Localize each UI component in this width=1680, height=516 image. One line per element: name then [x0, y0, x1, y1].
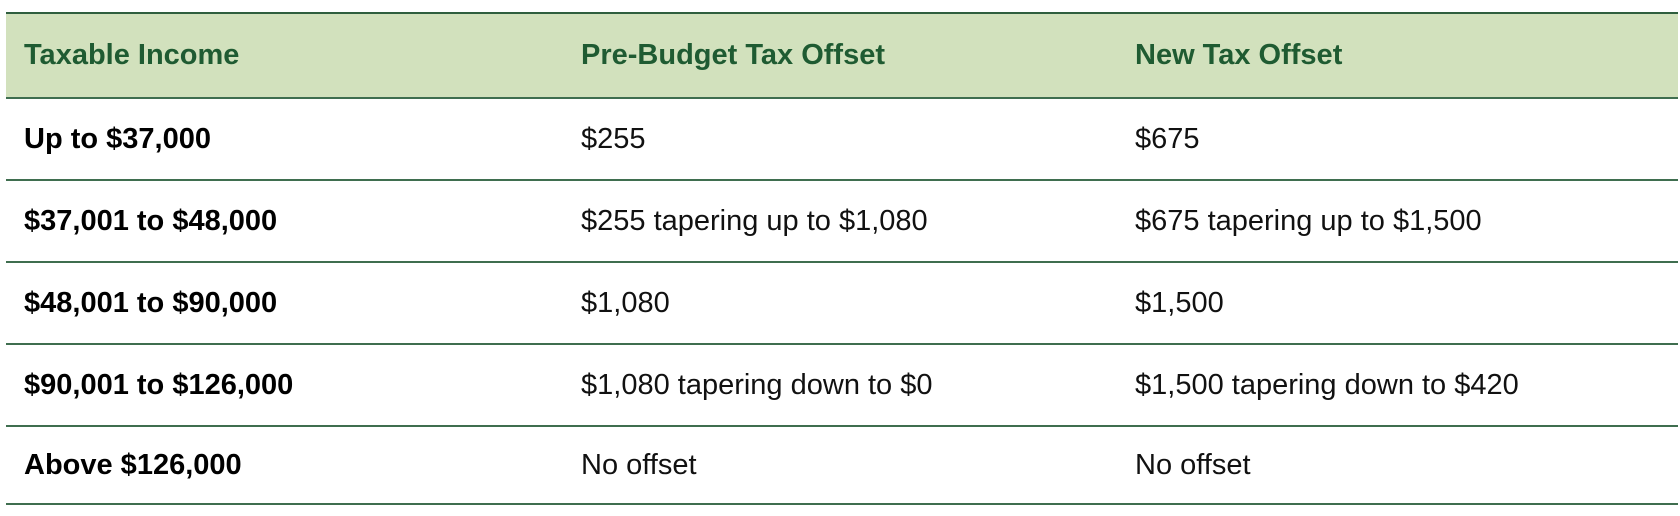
new-offset-cell: $675 tapering up to $1,500	[1117, 180, 1678, 263]
table-row: Above $126,000 No offset No offset	[6, 426, 1678, 505]
table-row: Up to $37,000 $255 $675	[6, 98, 1678, 181]
income-cell: $48,001 to $90,000	[6, 262, 563, 345]
table-row: $90,001 to $126,000 $1,080 tapering down…	[6, 344, 1678, 427]
new-offset-cell: $675	[1117, 98, 1678, 181]
income-cell: Up to $37,000	[6, 98, 563, 181]
pre-budget-cell: $1,080	[563, 262, 1117, 345]
header-row: Taxable Income Pre-Budget Tax Offset New…	[6, 12, 1678, 99]
table-row: $48,001 to $90,000 $1,080 $1,500	[6, 262, 1678, 345]
income-cell: $37,001 to $48,000	[6, 180, 563, 263]
header-taxable-income: Taxable Income	[6, 12, 563, 99]
header-new-offset: New Tax Offset	[1117, 12, 1678, 99]
new-offset-cell: $1,500 tapering down to $420	[1117, 344, 1678, 427]
new-offset-cell: No offset	[1117, 426, 1678, 505]
pre-budget-cell: $255 tapering up to $1,080	[563, 180, 1117, 263]
pre-budget-cell: No offset	[563, 426, 1117, 505]
income-cell: Above $126,000	[6, 426, 563, 505]
tax-offset-table: Taxable Income Pre-Budget Tax Offset New…	[6, 12, 1678, 505]
table-row: $37,001 to $48,000 $255 tapering up to $…	[6, 180, 1678, 263]
header-pre-budget-offset: Pre-Budget Tax Offset	[563, 12, 1117, 99]
pre-budget-cell: $255	[563, 98, 1117, 181]
new-offset-cell: $1,500	[1117, 262, 1678, 345]
pre-budget-cell: $1,080 tapering down to $0	[563, 344, 1117, 427]
income-cell: $90,001 to $126,000	[6, 344, 563, 427]
